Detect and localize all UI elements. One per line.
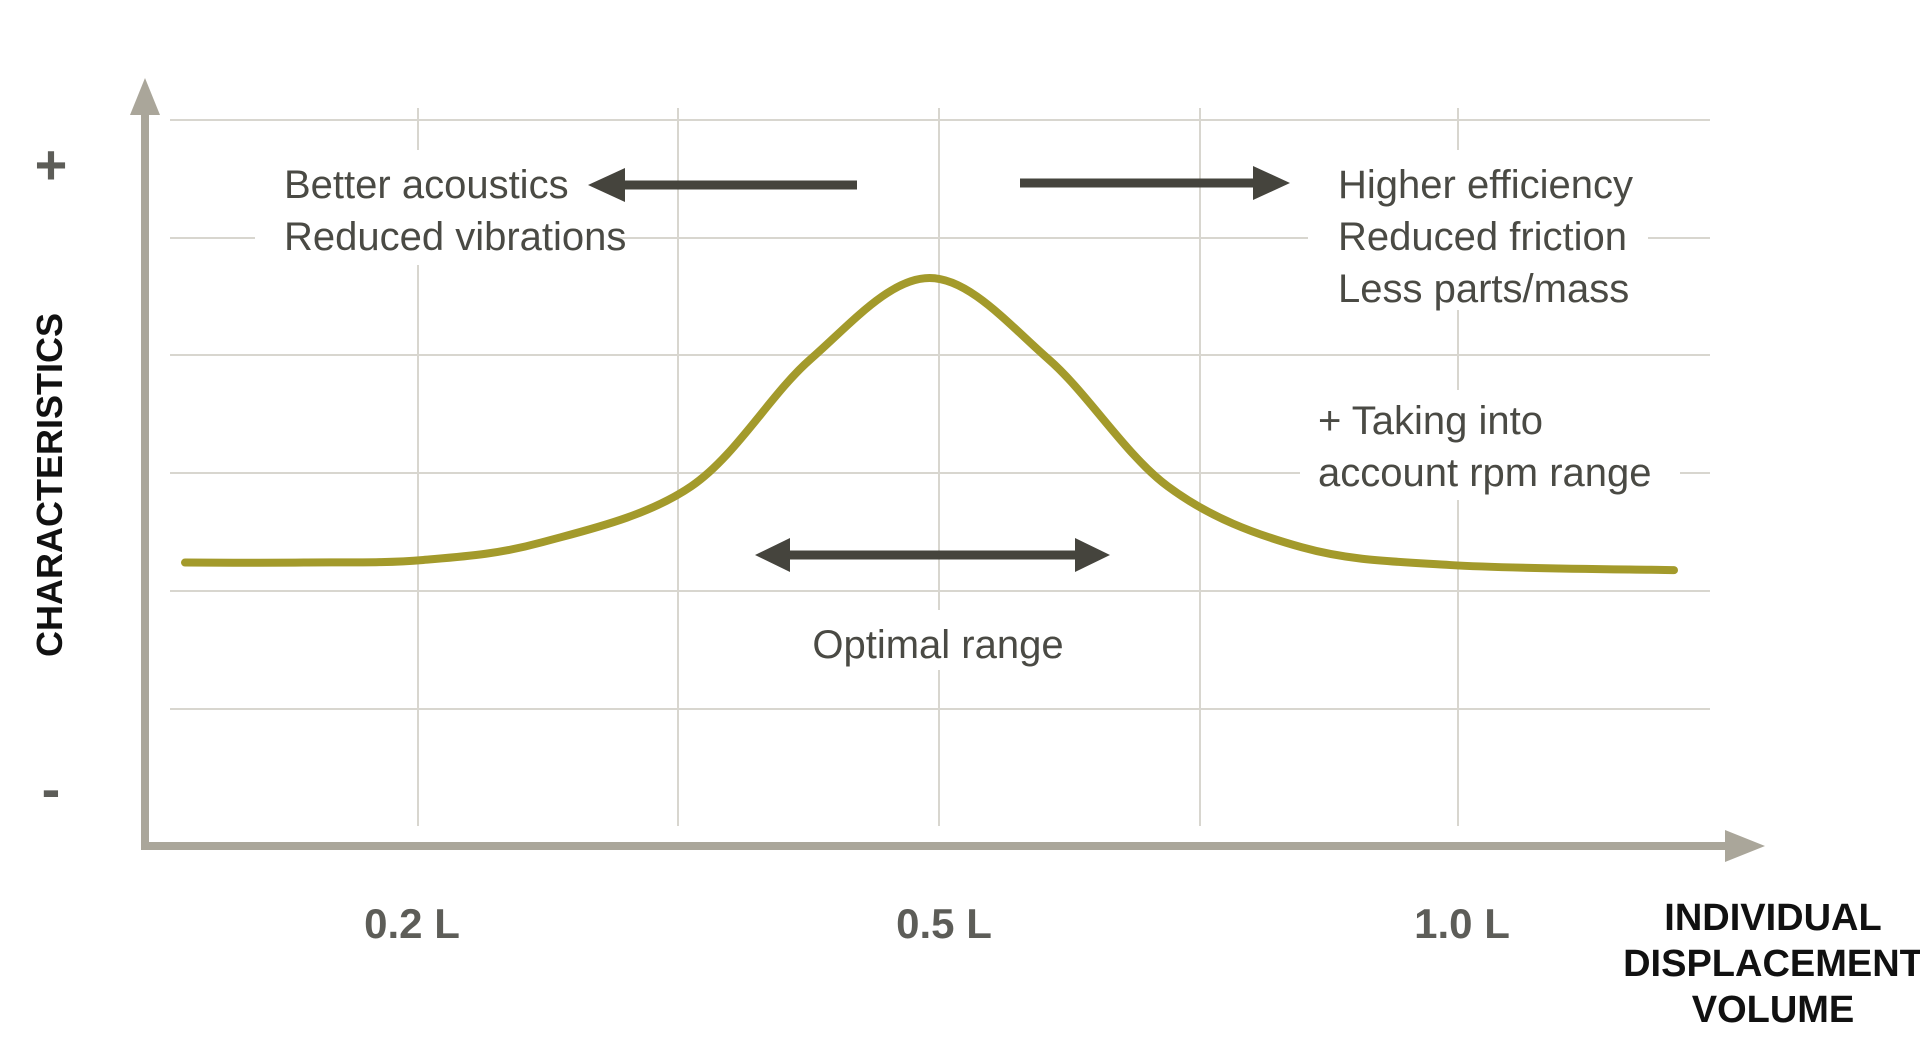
x-axis-title-line: VOLUME (1692, 989, 1855, 1031)
curve-layer (181, 274, 1678, 575)
y-axis-title: CHARACTERISTICS (29, 313, 70, 657)
right-annotation-mask (1308, 150, 1648, 310)
y-axis-plus-label: + (35, 133, 68, 196)
x-axis-arrowhead (1725, 830, 1765, 862)
optimal-label-mask (805, 610, 1070, 670)
x-axis-title-line: INDIVIDUAL (1664, 897, 1881, 939)
y-axis-minus-label: - (42, 757, 61, 820)
y-axis-arrowhead (130, 78, 160, 115)
annotation-layer: Better acoustics Reduced vibrations Higher… (284, 163, 1652, 667)
right-annotation-line: Higher efficiency (1338, 163, 1633, 207)
right-arrow-head (1253, 166, 1290, 200)
right-annotation-line: Less parts/mass (1338, 267, 1629, 311)
rpm-annotation-line: + Taking into (1318, 399, 1543, 443)
axes-lines (141, 105, 1735, 850)
left-annotation-line: Reduced vibrations (284, 215, 626, 259)
label-layer: 0.2 L 0.5 L 1.0 L INDIVIDUALDISPLACEMENTVOL… (29, 133, 1920, 1031)
x-axis-title-line: DISPLACEMENT (1623, 943, 1920, 985)
x-tick-label: 1.0 L (1414, 900, 1510, 947)
left-annotation-line: Better acoustics (284, 163, 569, 207)
left-arrow-head (588, 168, 625, 202)
rpm-annotation-line: account rpm range (1318, 451, 1652, 495)
right-annotation-line: Reduced friction (1338, 215, 1627, 259)
characteristics-curve (181, 274, 1678, 575)
optimal-range-arrow-left-head (755, 538, 790, 572)
left-annotation-mask (255, 150, 613, 265)
x-tick-label: 0.2 L (364, 900, 460, 947)
optimal-range-label: Optimal range (812, 623, 1063, 667)
rpm-annotation-mask (1300, 390, 1680, 500)
x-tick-label: 0.5 L (896, 900, 992, 947)
axis-layer (130, 78, 1765, 862)
text-background-masks (255, 150, 1680, 670)
optimal-range-arrow-right-head (1075, 538, 1110, 572)
